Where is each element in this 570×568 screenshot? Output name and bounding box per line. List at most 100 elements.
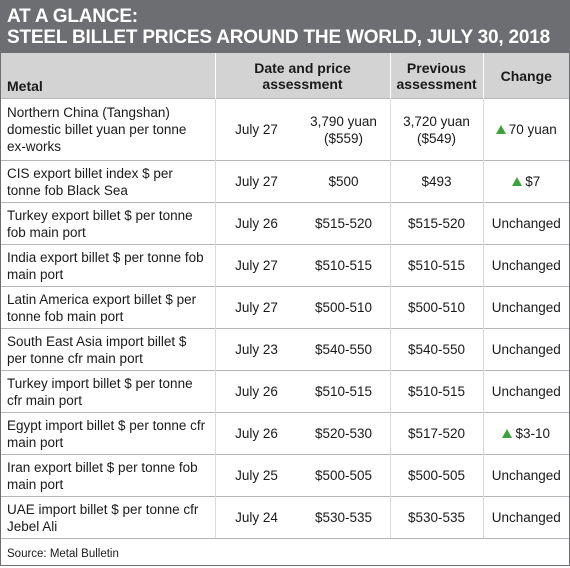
table-row: Latin America export billet $ per tonne … xyxy=(1,286,569,329)
col-header-date-price-label: Date and price assessment xyxy=(254,59,351,92)
up-triangle-icon xyxy=(495,125,506,134)
assessment-price: $500 xyxy=(328,174,359,189)
previous-cell: 3,720 yuan ($549) xyxy=(390,98,484,161)
change-cell: Unchanged xyxy=(483,454,569,497)
change-cell: $3-10 xyxy=(483,412,569,455)
table-row: Iran export billet $ per tonne fob main … xyxy=(1,454,569,497)
assessment-date: July 26 xyxy=(235,384,278,399)
change-cell: Unchanged xyxy=(483,496,569,538)
date-price-cell: July 26 $520-530 xyxy=(215,412,391,455)
previous-cell: $540-550 xyxy=(390,328,484,371)
previous-value: $493 xyxy=(421,174,452,189)
title-bar: AT A GLANCE: STEEL BILLET PRICES AROUND … xyxy=(1,1,569,53)
title-line-2: STEEL BILLET PRICES AROUND THE WORLD, JU… xyxy=(7,27,551,48)
date-price-cell: July 26 $515-520 xyxy=(215,202,391,245)
previous-value: $515-520 xyxy=(407,216,466,231)
date-price-cell: July 25 $500-505 xyxy=(215,454,391,497)
title-line-1: AT A GLANCE: xyxy=(7,6,138,27)
previous-value: $540-550 xyxy=(407,342,466,357)
col-header-previous: Previous assessment xyxy=(390,53,484,99)
assessment-date: July 25 xyxy=(235,468,278,483)
previous-cell: $510-515 xyxy=(390,244,484,287)
col-header-change: Change xyxy=(483,53,569,99)
metal-name: Iran export billet $ per tonne fob main … xyxy=(7,459,198,492)
previous-cell: $493 xyxy=(390,160,484,203)
previous-cell: $515-520 xyxy=(390,202,484,245)
metal-cell: UAE import billet $ per tonne cfr Jebel … xyxy=(1,496,216,538)
table-row: India export billet $ per tonne fob main… xyxy=(1,244,569,287)
change-cell: Unchanged xyxy=(483,370,569,413)
table-row: Egypt import billet $ per tonne cfr main… xyxy=(1,412,569,455)
table-body: Northern China (Tangshan) domestic bille… xyxy=(1,98,569,538)
change-value: Unchanged xyxy=(491,300,561,315)
change-value: Unchanged xyxy=(491,468,561,483)
assessment-price: $515-520 xyxy=(314,216,373,231)
assessment-price: $530-535 xyxy=(314,510,373,525)
metal-name: CIS export billet index $ per tonne fob … xyxy=(7,165,173,198)
previous-cell: $500-505 xyxy=(390,454,484,497)
metal-name: South East Asia import billet $ per tonn… xyxy=(7,333,187,366)
metal-name: India export billet $ per tonne fob main… xyxy=(7,249,204,282)
assessment-price: $520-530 xyxy=(314,426,373,441)
metal-name: Northern China (Tangshan) domestic bille… xyxy=(7,105,187,154)
change-cell: Unchanged xyxy=(483,286,569,329)
previous-value: 3,720 yuan ($549) xyxy=(403,113,470,146)
date-price-cell: July 27 $500 xyxy=(215,160,391,203)
assessment-price: $510-515 xyxy=(314,384,373,399)
previous-value: $510-515 xyxy=(407,384,466,399)
date-price-cell: July 24 $530-535 xyxy=(215,496,391,538)
metal-cell: Northern China (Tangshan) domestic bille… xyxy=(1,98,216,161)
table-row: Turkey export billet $ per tonne fob mai… xyxy=(1,202,569,245)
metal-cell: Turkey import billet $ per tonne cfr mai… xyxy=(1,370,216,413)
metal-name: Egypt import billet $ per tonne cfr main… xyxy=(7,417,206,450)
previous-value: $500-510 xyxy=(407,300,466,315)
metal-cell: India export billet $ per tonne fob main… xyxy=(1,244,216,287)
previous-cell: $530-535 xyxy=(390,496,484,538)
change-value: 70 yuan xyxy=(508,122,557,137)
previous-value: $517-520 xyxy=(407,426,466,441)
assessment-price: $540-550 xyxy=(314,342,373,357)
change-cell: $7 xyxy=(483,160,569,203)
table-row: UAE import billet $ per tonne cfr Jebel … xyxy=(1,496,569,538)
assessment-date: July 23 xyxy=(235,342,278,357)
table-row: South East Asia import billet $ per tonn… xyxy=(1,328,569,371)
assessment-date: July 27 xyxy=(235,174,278,189)
assessment-date: July 27 xyxy=(235,258,278,273)
assessment-date: July 26 xyxy=(235,216,278,231)
assessment-date: July 24 xyxy=(235,510,278,525)
change-cell: 70 yuan xyxy=(483,98,569,161)
metal-cell: South East Asia import billet $ per tonn… xyxy=(1,328,216,371)
change-cell: Unchanged xyxy=(483,328,569,371)
assessment-date: July 27 xyxy=(235,300,278,315)
metal-cell: CIS export billet index $ per tonne fob … xyxy=(1,160,216,203)
col-header-previous-label: Previous assessment xyxy=(396,59,477,92)
up-triangle-icon xyxy=(502,429,513,438)
change-cell: Unchanged xyxy=(483,202,569,245)
table-header-row: Metal Date and price assessment Previous… xyxy=(1,53,569,99)
previous-cell: $510-515 xyxy=(390,370,484,413)
previous-value: $510-515 xyxy=(407,258,466,273)
date-price-cell: July 27 $510-515 xyxy=(215,244,391,287)
up-triangle-icon xyxy=(512,177,523,186)
assessment-price: $500-505 xyxy=(314,468,373,483)
previous-value: $530-535 xyxy=(407,510,466,525)
date-price-cell: July 27 3,790 yuan ($559) xyxy=(215,98,391,161)
source-note: Source: Metal Bulletin xyxy=(1,538,569,568)
change-value: $3-10 xyxy=(515,426,551,441)
metal-name: Turkey import billet $ per tonne cfr mai… xyxy=(7,375,193,408)
change-value: $7 xyxy=(525,174,541,189)
metal-cell: Egypt import billet $ per tonne cfr main… xyxy=(1,412,216,455)
assessment-price: 3,790 yuan ($559) xyxy=(310,113,377,146)
table-row: CIS export billet index $ per tonne fob … xyxy=(1,160,569,203)
change-cell: Unchanged xyxy=(483,244,569,287)
change-value: Unchanged xyxy=(491,384,561,399)
date-price-cell: July 26 $510-515 xyxy=(215,370,391,413)
metal-name: UAE import billet $ per tonne cfr Jebel … xyxy=(7,501,199,534)
date-price-cell: July 23 $540-550 xyxy=(215,328,391,371)
previous-cell: $500-510 xyxy=(390,286,484,329)
change-value: Unchanged xyxy=(491,342,561,357)
date-price-cell: July 27 $500-510 xyxy=(215,286,391,329)
prices-table: Metal Date and price assessment Previous… xyxy=(1,53,569,538)
previous-cell: $517-520 xyxy=(390,412,484,455)
